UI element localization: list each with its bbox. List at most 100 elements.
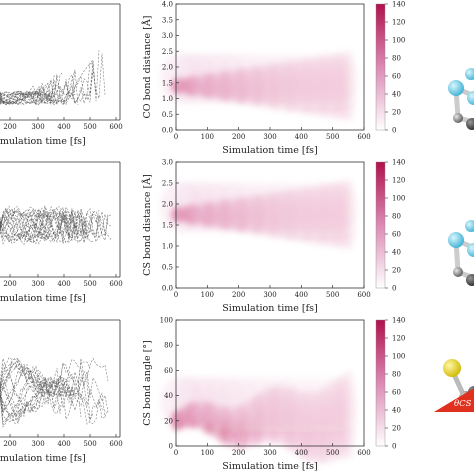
colorbar-tick-label: 120 xyxy=(392,19,405,27)
colorbar-tick-label: 40 xyxy=(392,249,401,257)
trajectory-xticks-3: 200 300 400 500 600 xyxy=(3,434,123,448)
y-tick-label: 3.0 xyxy=(162,32,173,40)
trajectory-line xyxy=(0,63,97,104)
trajectory-xticks-2: 200 300 400 500 600 xyxy=(3,274,123,288)
colorbar-frame-co xyxy=(375,3,386,131)
trajectory-line xyxy=(0,205,67,244)
trajectory-line xyxy=(0,211,49,237)
x-tick-label: 200 xyxy=(232,291,245,299)
y-axis-label-angle: CS bond angle [°] xyxy=(142,340,153,426)
x-tick-label: 400 xyxy=(57,123,70,131)
x-tick-label: 300 xyxy=(31,280,44,288)
colorbar-tick-label: 100 xyxy=(392,195,405,203)
trajectory-line xyxy=(0,208,91,242)
y-tick-label: 2.0 xyxy=(162,201,173,209)
trajectory-line xyxy=(0,381,46,423)
x-axis-label-2: Simulation time [fs] xyxy=(0,293,86,304)
trajectory-line xyxy=(0,86,52,105)
axes-cs: 0 100 200 300 400 500 600 0.0 0.5 1.0 1.5 2.0 2.5 3.0 xyxy=(162,159,371,300)
trajectory-line xyxy=(0,385,46,422)
colorbar-tick-label: 80 xyxy=(392,371,401,379)
trajectory-line xyxy=(0,73,76,106)
trajectory-line xyxy=(0,60,94,106)
x-tick-label: 0 xyxy=(174,449,178,457)
x-tick-label: 100 xyxy=(201,449,214,457)
trajectory-line xyxy=(0,365,76,411)
colorbar-tick-label: 140 xyxy=(392,317,405,325)
trajectory-line xyxy=(0,361,91,425)
y-tick-label: 0.5 xyxy=(162,111,173,119)
x-axis-label-cs: Simulation time [fs] xyxy=(222,303,317,314)
trajectory-line xyxy=(0,75,61,105)
colorbar-tick-label: 140 xyxy=(392,1,405,9)
y-tick-label: 3.0 xyxy=(162,159,173,167)
trajectory-line xyxy=(0,358,88,417)
x-tick-label: 600 xyxy=(109,280,122,288)
x-tick-label: 100 xyxy=(201,133,214,141)
x-tick-label: 500 xyxy=(83,440,96,448)
trajectory-line xyxy=(0,81,76,105)
x-tick-label: 500 xyxy=(83,123,96,131)
trajectory-line xyxy=(0,206,106,245)
colorbar-co xyxy=(376,4,385,130)
trajectory-panel-2: 200 300 400 500 600 Simulation time [fs] xyxy=(0,161,123,304)
x-tick-label: 300 xyxy=(263,291,276,299)
trajectory-line xyxy=(0,208,49,242)
x-tick-label: 200 xyxy=(3,440,16,448)
y-tick-label: 40 xyxy=(164,392,173,400)
y-tick-label: 1.0 xyxy=(162,243,173,251)
trajectory-line xyxy=(0,361,79,402)
trajectory-line xyxy=(0,358,109,426)
colorbar-tick-label: 60 xyxy=(392,73,401,81)
x-tick-label: 0 xyxy=(174,291,178,299)
y-tick-label: 0.5 xyxy=(162,264,173,272)
colorbar-tick-label: 120 xyxy=(392,177,405,185)
axes-angle: 0 100 200 300 400 500 600 0 20 40 60 80 100 xyxy=(160,317,371,458)
colorbar-tick-label: 80 xyxy=(392,213,401,221)
colorbar-frame-cs xyxy=(375,161,386,289)
trajectory-lines-2 xyxy=(0,205,112,245)
x-tick-label: 400 xyxy=(57,440,70,448)
x-tick-label: 200 xyxy=(232,133,245,141)
y-tick-label: 0.0 xyxy=(162,285,173,293)
density-blobs-cs xyxy=(160,178,360,251)
trajectory-line xyxy=(0,208,73,243)
x-tick-label: 500 xyxy=(83,280,96,288)
y-tick-label: 1.5 xyxy=(162,222,173,230)
colorbar-tick-label: 60 xyxy=(392,231,401,239)
atom-cyan xyxy=(467,91,474,105)
density-panel-cs-distance: 0 100 200 300 400 500 6000.00.51.01.52.02.53.0… xyxy=(141,159,405,315)
x-tick-label: 200 xyxy=(3,123,16,131)
atom-cyan xyxy=(467,243,474,257)
y-tick-label: 0 xyxy=(169,443,173,451)
density-panel-co-distance: 0 100 200 300 400 500 6000.00.51.01.52.02.53.0… xyxy=(141,1,405,157)
atom-dark xyxy=(466,118,474,130)
trajectory-line xyxy=(0,358,73,421)
colorbar-cs xyxy=(376,162,385,288)
density-haze xyxy=(315,52,360,105)
trajectory-panel-1: 200 300 400 500 600 Simulation time [fs] xyxy=(0,3,123,147)
molecule-3: θCS xyxy=(434,359,474,412)
colorbar-tick-label: 100 xyxy=(392,353,405,361)
density-haze xyxy=(315,180,360,233)
y-tick-label: 4.0 xyxy=(162,1,173,9)
x-tick-label: 600 xyxy=(109,123,122,131)
trajectory-line xyxy=(0,210,109,244)
trajectory-line xyxy=(0,205,79,244)
colorbar-tick-label: 20 xyxy=(392,267,401,275)
trajectory-line xyxy=(0,357,82,400)
colorbar-tick-label: 20 xyxy=(392,109,401,117)
trajectory-line xyxy=(0,75,58,103)
trajectory-line xyxy=(0,207,73,242)
x-axis-label-3: Simulation time [fs] xyxy=(0,453,86,464)
y-tick-label: 80 xyxy=(164,342,173,350)
trajectory-line xyxy=(0,212,82,243)
colorbar-tick-label: 80 xyxy=(392,55,401,63)
trajectory-line xyxy=(0,209,100,245)
colorbar-tick-label: 0 xyxy=(392,443,396,451)
trajectory-line xyxy=(0,85,40,106)
colorbar-frame-angle xyxy=(375,319,386,447)
x-tick-label: 400 xyxy=(295,291,308,299)
x-tick-label: 500 xyxy=(326,133,339,141)
